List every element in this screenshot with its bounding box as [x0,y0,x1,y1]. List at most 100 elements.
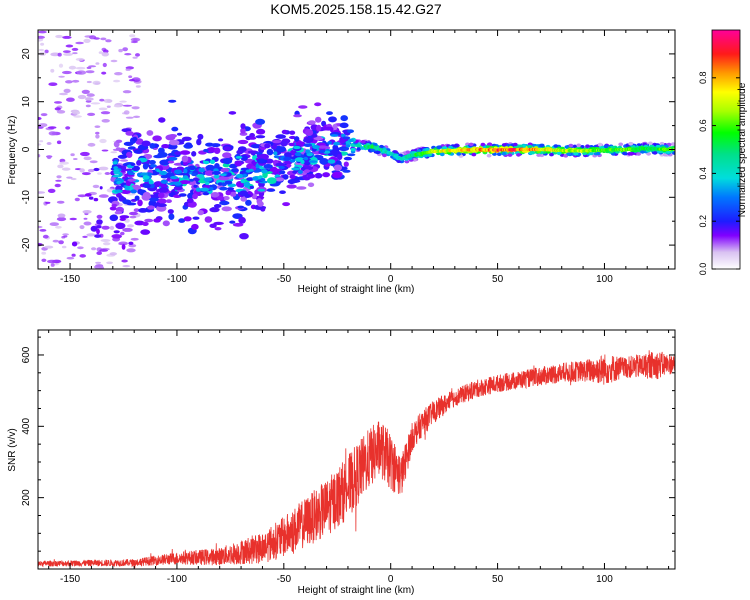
spectrogram-noise-blob [122,90,132,94]
spectrogram-ytick-label: 0 [21,146,32,152]
spectrogram-cell [243,181,251,188]
snr-ytick-label: 200 [21,489,32,506]
spectrogram-noise-blob [118,48,123,53]
spectrogram-noise-blob [48,126,57,129]
spectrogram-cell [622,151,627,156]
spectrogram-cell [303,143,312,148]
spectrogram-noise-blob [45,201,51,204]
spectrogram-cell [304,129,314,136]
spectrogram-noise-blob [135,85,141,88]
spectrogram-cell [648,141,653,146]
spectrogram-cell [196,138,202,146]
spectrogram-noise-blob [82,210,92,214]
spectrogram-noise-blob [103,98,113,103]
spectrogram-cell [209,159,216,164]
spectrogram-cell [244,194,251,198]
spectrogram-noise-blob [114,72,123,76]
spectrogram-cell [197,210,204,216]
spectrogram-cell [273,155,280,159]
spectrogram-noise-blob [75,57,85,61]
spectrogram-cell [223,146,231,151]
spectrogram-noise-blob [128,79,135,82]
spectrogram-noise-blob [63,235,68,238]
spectrogram-cell [162,220,170,227]
spectrogram-noise-blob [87,168,95,173]
spectrogram-noise-blob [41,251,47,255]
spectrogram-noise-blob [82,235,88,238]
spectrogram-noise-blob [38,35,45,39]
spectrogram-cell [323,126,334,131]
spectrogram-noise-blob [83,156,92,161]
colorbar-tick-label: 0.6 [698,119,708,132]
spectrogram-cell [576,143,582,148]
spectrogram-cell [189,178,194,182]
spectrogram-cell [185,142,192,147]
spectrogram-noise-blob [87,142,96,147]
spectrogram-noise-blob [61,167,71,171]
spectrogram-noise-blob [119,100,127,103]
spectrogram-noise-blob [41,258,47,262]
spectrogram-noise-blob [63,52,73,56]
spectrogram-noise-blob [93,167,100,172]
spectrogram-noise-blob [59,161,69,165]
spectrogram-cell [350,147,356,152]
spectrogram-cell [312,145,320,149]
spectrogram-noise-blob [38,117,42,120]
spectrogram-cell [332,123,338,131]
spectrogram-cell [501,143,507,147]
spectrogram-cell [291,167,301,171]
spectrogram-cell [141,140,151,147]
spectrogram-cell [286,163,292,168]
spectrogram-cell [168,213,175,220]
spectrogram-noise-blob [56,175,62,179]
spectrogram-cell [133,149,143,154]
spectrogram-noise-blob [83,221,92,226]
spectrogram-ytick-label: 20 [21,48,32,60]
spectrogram-xlabel: Height of straight line (km) [298,284,415,295]
spectrogram-cell [279,170,286,175]
spectrogram-cell [142,163,149,170]
spectrogram-noise-blob [42,234,49,239]
spectrogram-cell [132,136,138,142]
spectrogram-cell [252,176,259,181]
spectrogram-cell [424,147,430,152]
spectrogram-noise-blob [101,71,107,75]
spectrogram-noise-blob [70,177,77,181]
spectrogram-cell [492,152,497,156]
spectrogram-xtick-label: -50 [277,274,292,285]
spectrogram-noise-blob [65,126,71,130]
spectrogram-cell [471,152,477,157]
spectrogram-noise-blob [113,104,121,108]
spectrogram-noise-blob [85,97,94,101]
spectrogram-cell [224,180,233,185]
spectrogram-cell [342,136,351,140]
spectrogram-noise-blob [56,200,65,204]
spectrogram-noise-blob [100,239,111,242]
spectrogram-noise-blob [99,138,107,144]
spectrogram-cell [595,151,601,156]
spectrogram-cell [220,168,230,173]
colorbar-ticks: 0.0 0.2 0.4 0.6 0.8 [698,72,740,275]
spectrogram-noise-blob [124,53,132,56]
snr-axes: -150 -100 -50 0 50 100 200 400 600 [21,330,675,585]
spectrogram-noise-blob [88,196,94,200]
spectrogram-cell [294,136,300,142]
spectrogram-cell [191,223,199,230]
spectrogram-noise-blob [90,102,101,105]
spectrogram-noise-blob [40,113,48,117]
spectrogram-cell [267,177,277,185]
spectrogram-cell [167,160,175,164]
spectrogram-noise-blob [48,82,58,86]
spectrogram-cell [160,179,168,184]
spectrogram-cell [191,172,197,177]
spectrogram-noise-blob [93,197,99,202]
spectrogram-noise-blob [49,222,59,227]
spectrogram-cell [239,233,249,240]
spectrogram-cell [264,143,271,149]
spectrogram-cell [327,159,336,164]
spectrogram-cell [136,160,142,166]
spectrogram-cell [453,144,458,148]
spectrogram-cell [279,190,286,194]
spectrogram-cell [278,165,285,170]
spectrogram-cell [235,156,243,159]
